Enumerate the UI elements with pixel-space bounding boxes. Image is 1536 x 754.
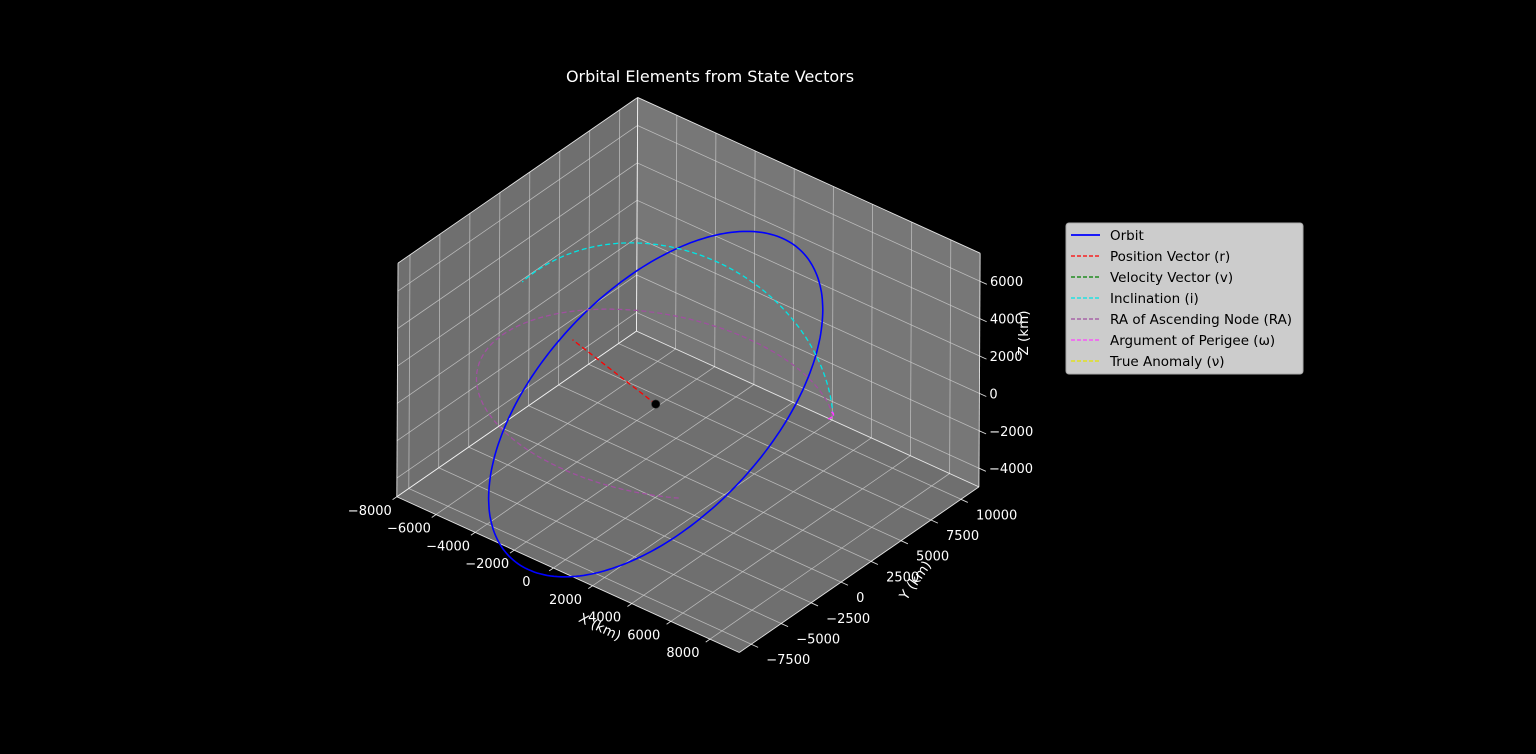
z-tick-label: 2000: [990, 350, 1023, 365]
back-bottom-edge: [636, 330, 980, 488]
y-tick-mark: [781, 623, 789, 628]
y-tick-label: −7500: [766, 653, 810, 668]
left-top-edge: [397, 97, 638, 264]
y-tick-label: 5000: [916, 550, 949, 565]
series-orbit: [487, 230, 824, 578]
x-tick-mark: [548, 567, 554, 572]
y-tick-mark: [840, 581, 849, 586]
x-tick-mark: [666, 621, 672, 625]
y-tick-mark: [900, 540, 909, 545]
y-tick-label: 2500: [886, 570, 919, 585]
x-tick-mark: [470, 532, 476, 536]
back-top-edge: [637, 97, 981, 254]
back-wall-pane: [636, 97, 981, 487]
series-central-body: [651, 399, 661, 409]
z-tick-label: −2000: [989, 425, 1033, 440]
y-tick-label: 0: [856, 591, 864, 606]
z-axis-label: Z (km): [1016, 310, 1032, 355]
back-corner-edge: [636, 97, 639, 332]
legend-label-argument-of-perigee: Argument of Perigee (ω): [1110, 333, 1275, 349]
x-tick-label: −4000: [426, 539, 470, 554]
y-axis-edge: [739, 486, 980, 653]
x-tick-mark: [588, 585, 593, 590]
legend-label-velocity-vector-v: Velocity Vector (v): [1110, 270, 1233, 286]
x-tick-label: 0: [522, 575, 530, 590]
axes-panes: [396, 97, 981, 653]
z-tick-label: 0: [989, 387, 997, 402]
legend-label-true-anomaly: True Anomaly (ν): [1109, 354, 1225, 370]
series-position-vector-r: [572, 339, 657, 405]
x-tick-label: −2000: [465, 557, 509, 572]
z-tick-mark: [979, 280, 988, 285]
left-wall-front-edge: [396, 263, 399, 497]
x-tick-label: 4000: [588, 611, 621, 626]
legend: Orbit Position Vector (r) Velocity Vector …: [1065, 222, 1304, 375]
series-inclination-i: [521, 242, 834, 417]
x-tick-mark: [627, 603, 632, 607]
y-tick-label: 7500: [946, 529, 979, 544]
floor-pane: [396, 331, 979, 653]
y-tick-mark: [960, 498, 969, 503]
legend-label-ra-of-ascending-node-ra: RA of Ascending Node (RA): [1110, 312, 1292, 328]
x-tick-label: 6000: [627, 628, 660, 643]
legend-box: [1065, 222, 1304, 375]
series-ra-of-ascending-node-ra: [475, 308, 834, 499]
y-tick-mark: [751, 643, 759, 648]
y-tick-label: 10000: [976, 508, 1017, 523]
tick-labels: −8000 −6000 −4000 −2000 0 2000 4000 6000 8000 −75…: [348, 275, 1033, 668]
y-tick-label: −2500: [826, 612, 870, 627]
z-axis-edge: [978, 253, 981, 487]
data-series: [475, 230, 835, 578]
x-tick-label: 8000: [666, 646, 699, 661]
legend-label-orbit: Orbit: [1110, 228, 1144, 244]
z-tick-mark: [978, 467, 987, 472]
z-tick-mark: [979, 392, 987, 397]
chart-title: Orbital Elements from State Vectors: [566, 67, 854, 86]
x-tick-label: −6000: [387, 522, 431, 537]
x-tick-mark: [705, 638, 711, 643]
x-tick-mark: [509, 549, 515, 554]
y-tick-label: −5000: [796, 633, 840, 648]
left-wall-pane: [396, 97, 638, 497]
series-argument-of-perigee: [826, 411, 835, 421]
legend-entries: Orbit Position Vector (r) Velocity Vector …: [1071, 228, 1292, 370]
y-tick-mark: [930, 519, 939, 524]
axis-edges: [396, 97, 981, 653]
z-tick-label: 4000: [990, 313, 1023, 328]
z-tick-mark: [979, 355, 987, 360]
z-tick-mark: [979, 430, 987, 435]
x-tick-mark: [392, 496, 398, 501]
y-tick-mark: [810, 602, 819, 607]
x-tick-mark: [431, 514, 437, 518]
x-tick-label: 2000: [549, 593, 582, 608]
legend-label-inclination-i: Inclination (i): [1110, 291, 1199, 307]
z-tick-label: −4000: [989, 462, 1033, 477]
z-tick-label: 6000: [990, 275, 1023, 290]
x-tick-label: −8000: [348, 504, 392, 519]
z-tick-mark: [979, 318, 987, 323]
x-axis-edge: [396, 496, 740, 653]
y-tick-mark: [870, 561, 879, 565]
legend-label-position-vector-r: Position Vector (r): [1110, 249, 1230, 265]
